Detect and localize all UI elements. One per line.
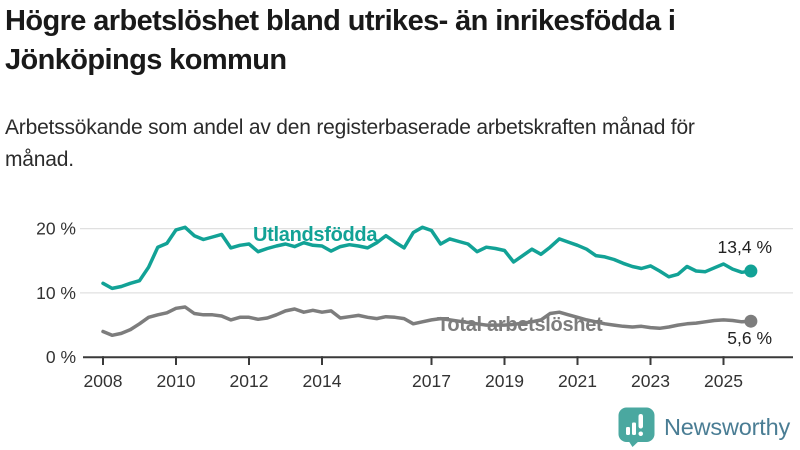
bar-chart-bar-medium	[632, 422, 637, 435]
x-tick-label: 2014	[303, 371, 342, 391]
y-tick-label: 0 %	[46, 347, 76, 367]
y-tick-label: 10 %	[36, 283, 76, 303]
x-tick-label: 2012	[230, 371, 269, 391]
x-tick-label: 2023	[631, 371, 670, 391]
x-tick-label: 2019	[485, 371, 524, 391]
series-label-utlandsfodda: Utlandsfödda	[253, 224, 378, 246]
bar-chart-bar-small	[626, 427, 631, 435]
series-end-dot-0	[744, 264, 758, 278]
newsworthy-logo[interactable]: Newsworthy	[618, 407, 790, 447]
exclamation-dot	[638, 431, 644, 436]
end-value-label-total: 5,6 %	[727, 328, 772, 348]
series-line-1	[101, 305, 753, 338]
x-tick-label: 2008	[84, 371, 123, 391]
end-value-label-utlandsfodda: 13,4 %	[718, 237, 772, 257]
page-subtitle: Arbetssökande som andel av den registerb…	[5, 116, 695, 171]
x-tick-label: 2025	[704, 371, 743, 391]
y-tick-label: 20 %	[36, 219, 76, 239]
newsworthy-icon	[618, 407, 655, 447]
speech-bubble-shape	[618, 407, 655, 442]
page-title: Högre arbetslöshet bland utrikes- än inr…	[5, 5, 676, 77]
newsworthy-wordmark: Newsworthy	[664, 413, 790, 440]
series-label-total-arbetsloshet: Total arbetslöshet	[437, 314, 603, 336]
x-tick-label: 2017	[412, 371, 451, 391]
exclamation-stem	[638, 414, 644, 429]
speech-bubble-tail	[628, 440, 641, 447]
x-tick-label: 2021	[558, 371, 597, 391]
x-tick-label: 2010	[157, 371, 196, 391]
series-line-0	[101, 225, 753, 291]
series-end-dot-1	[744, 314, 758, 328]
